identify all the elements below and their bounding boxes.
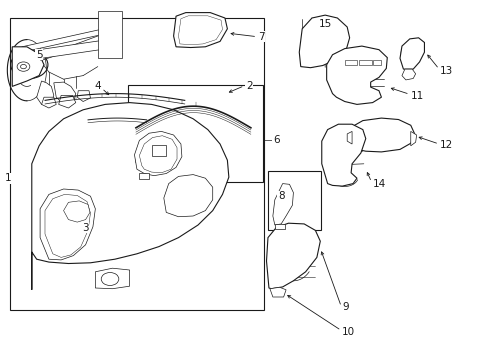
Bar	[139, 173, 149, 179]
Polygon shape	[134, 131, 182, 176]
Polygon shape	[32, 103, 228, 290]
Bar	[359, 60, 371, 65]
Text: 7: 7	[258, 32, 264, 42]
Polygon shape	[178, 16, 222, 45]
Polygon shape	[98, 11, 122, 58]
Bar	[267, 171, 320, 230]
Text: 15: 15	[318, 19, 331, 30]
Text: 3: 3	[82, 222, 89, 233]
Polygon shape	[321, 124, 365, 186]
Text: 4: 4	[94, 81, 101, 91]
Polygon shape	[163, 175, 212, 217]
Text: 9: 9	[342, 302, 348, 312]
Polygon shape	[37, 81, 54, 104]
Polygon shape	[139, 136, 177, 173]
Polygon shape	[410, 131, 416, 146]
Polygon shape	[401, 69, 415, 80]
Text: 1: 1	[5, 173, 12, 183]
Polygon shape	[272, 184, 293, 225]
Polygon shape	[173, 13, 227, 48]
Polygon shape	[95, 268, 129, 289]
Bar	[275, 224, 285, 229]
Polygon shape	[269, 287, 285, 297]
Polygon shape	[45, 194, 90, 257]
Text: 14: 14	[372, 179, 385, 189]
Polygon shape	[59, 95, 76, 108]
Polygon shape	[22, 38, 120, 61]
Polygon shape	[346, 131, 351, 144]
Polygon shape	[266, 223, 320, 289]
Polygon shape	[41, 97, 56, 108]
Polygon shape	[349, 118, 414, 152]
Text: 2: 2	[245, 81, 252, 91]
Polygon shape	[299, 15, 349, 68]
Text: 6: 6	[272, 135, 279, 145]
Bar	[128, 85, 262, 182]
Bar	[372, 60, 381, 65]
Polygon shape	[63, 201, 90, 222]
Text: 10: 10	[342, 327, 355, 337]
Text: 12: 12	[439, 140, 452, 150]
Polygon shape	[399, 38, 424, 69]
Polygon shape	[22, 25, 120, 52]
Text: 8: 8	[277, 191, 284, 201]
Polygon shape	[40, 189, 95, 260]
Polygon shape	[54, 82, 76, 104]
Bar	[151, 145, 166, 156]
Polygon shape	[12, 47, 44, 86]
Text: 11: 11	[410, 91, 423, 102]
Text: 5: 5	[36, 50, 42, 60]
Polygon shape	[77, 91, 90, 102]
Polygon shape	[136, 155, 147, 163]
Text: 13: 13	[439, 66, 452, 76]
Bar	[344, 60, 356, 65]
Bar	[10, 18, 264, 310]
Polygon shape	[326, 46, 386, 104]
